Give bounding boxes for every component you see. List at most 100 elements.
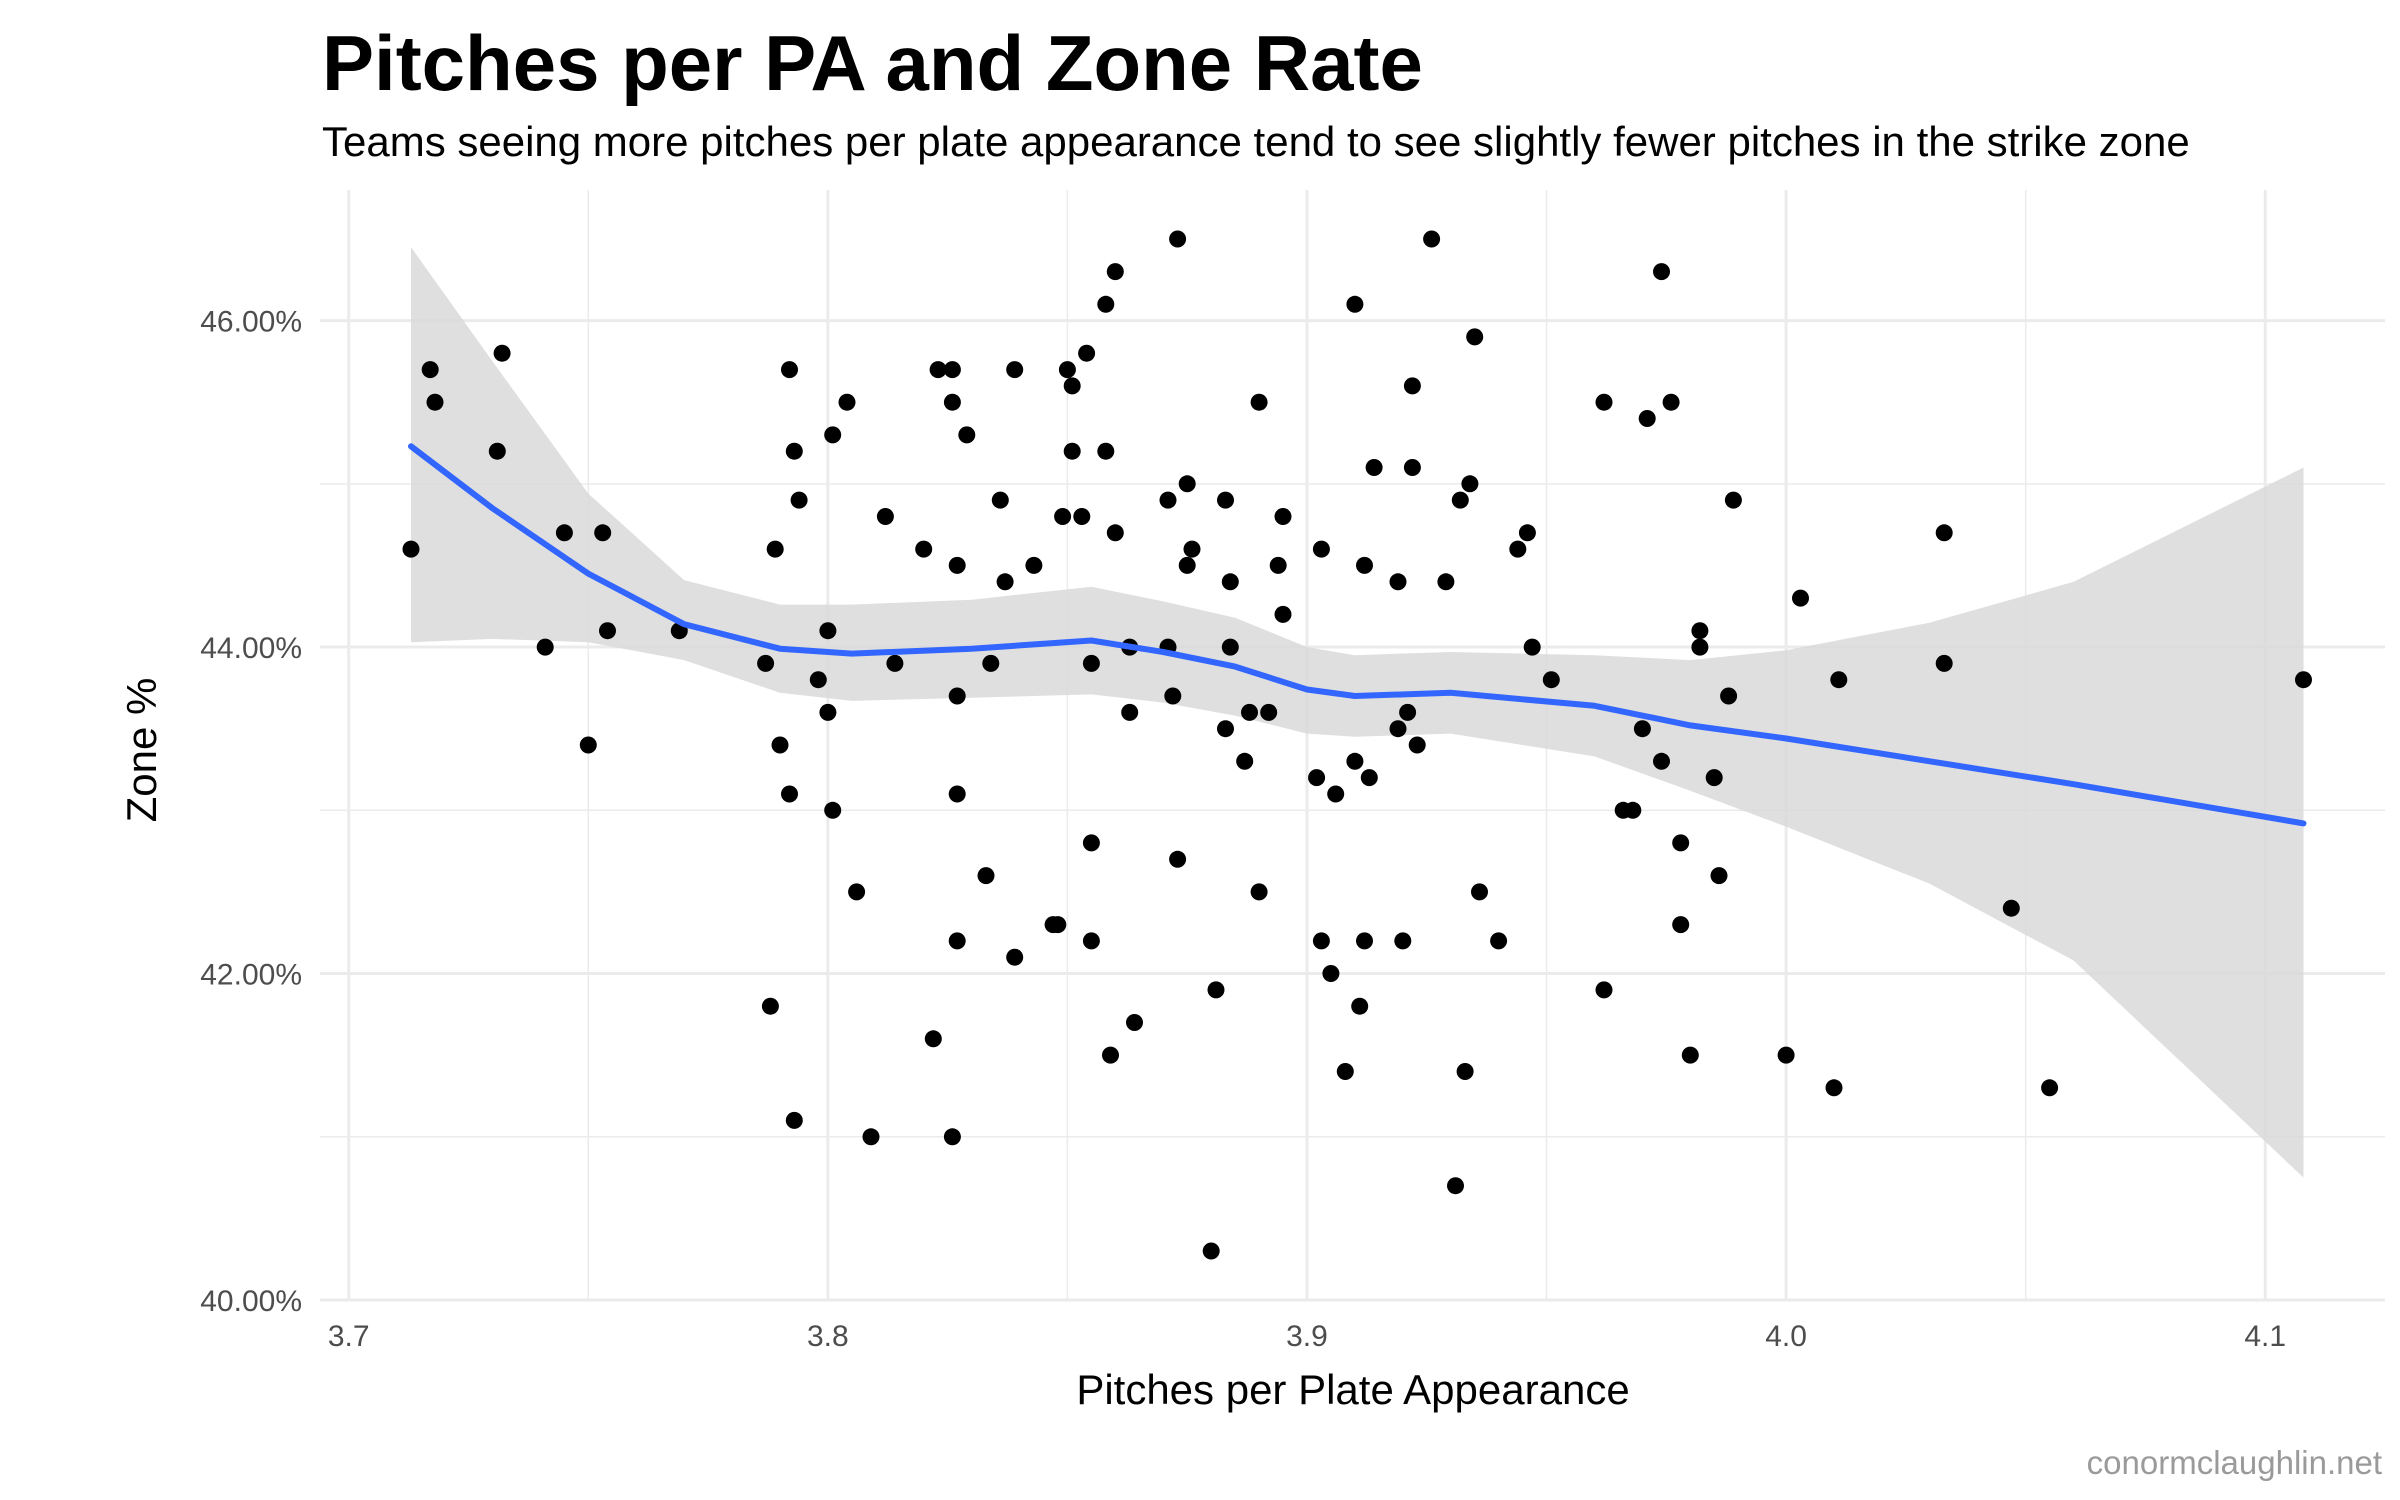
data-point <box>1437 573 1455 591</box>
data-point <box>1389 573 1407 591</box>
x-tick-label: 3.7 <box>328 1320 370 1353</box>
data-point <box>1006 948 1024 966</box>
data-point <box>1830 671 1848 689</box>
data-point <box>785 442 803 460</box>
data-point <box>771 736 789 754</box>
x-tick-label: 3.9 <box>1286 1320 1328 1353</box>
data-point <box>1710 867 1728 885</box>
data-point <box>1595 981 1613 999</box>
data-point <box>915 540 933 558</box>
data-point <box>488 442 506 460</box>
data-point <box>1178 475 1196 493</box>
data-point <box>996 573 1014 591</box>
data-point <box>1399 703 1417 721</box>
data-point <box>1672 834 1690 852</box>
data-point <box>977 867 995 885</box>
data-point <box>1126 1014 1143 1031</box>
data-point <box>2002 899 2020 917</box>
data-point <box>1365 459 1383 476</box>
data-point <box>1082 932 1100 950</box>
confidence-band <box>411 247 2304 1178</box>
y-tick-label: 40.00% <box>200 1285 302 1318</box>
data-point <box>1681 1046 1699 1064</box>
data-point <box>1274 508 1292 525</box>
data-point <box>1097 295 1115 313</box>
data-point <box>1935 524 1953 542</box>
chart-caption: conormclaughlin.net <box>2086 1444 2382 1481</box>
data-point <box>1523 638 1541 656</box>
x-tick-label: 4.0 <box>1765 1320 1807 1353</box>
data-point <box>824 426 842 444</box>
data-point <box>785 1111 803 1129</box>
data-point <box>1408 736 1426 754</box>
data-point <box>1662 393 1680 411</box>
data-point <box>579 736 597 754</box>
data-point <box>838 393 856 411</box>
data-point <box>1274 605 1292 623</box>
data-point <box>1935 654 1953 672</box>
data-point <box>948 785 966 803</box>
data-point <box>1466 328 1484 346</box>
data-point <box>1221 573 1239 591</box>
data-point <box>1169 230 1187 248</box>
data-point <box>2295 671 2312 689</box>
data-point <box>876 508 894 525</box>
data-point <box>1121 703 1139 721</box>
trend-line-layer <box>408 443 2307 827</box>
x-axis-title: Pitches per Plate Appearance <box>1076 1366 1629 1413</box>
data-point <box>1327 785 1345 803</box>
data-point <box>943 1128 961 1146</box>
data-point <box>1456 1063 1474 1080</box>
y-tick-label: 42.00% <box>200 959 302 992</box>
data-point <box>1595 393 1613 411</box>
data-point <box>1250 883 1268 901</box>
data-point <box>1269 556 1287 574</box>
data-point <box>1082 834 1100 852</box>
data-point <box>848 883 866 901</box>
data-point <box>1356 556 1373 574</box>
data-point <box>1451 491 1469 509</box>
data-point <box>862 1128 880 1146</box>
data-point <box>1518 524 1536 542</box>
data-point <box>761 997 779 1015</box>
data-point <box>943 393 961 411</box>
data-point <box>1724 491 1742 509</box>
data-point <box>1777 1046 1795 1064</box>
data-point <box>1006 361 1024 379</box>
data-point <box>1308 769 1326 787</box>
confidence-band-layer <box>411 247 2304 1178</box>
data-point <box>1346 752 1364 770</box>
data-point <box>536 638 554 656</box>
data-point <box>1106 524 1124 542</box>
data-point <box>982 654 1000 672</box>
data-point <box>886 654 904 672</box>
y-axis-ticks: 40.00% 42.00% 44.00% 46.00% <box>200 306 302 1318</box>
data-point <box>1106 263 1124 281</box>
data-point <box>1312 540 1330 558</box>
data-point <box>958 426 976 444</box>
data-point <box>943 361 961 379</box>
data-point <box>1336 1063 1354 1080</box>
data-point <box>1351 997 1369 1015</box>
data-point <box>819 622 837 640</box>
data-point <box>402 540 420 558</box>
data-point <box>1082 654 1100 672</box>
data-point <box>809 671 827 689</box>
data-point <box>1207 981 1225 999</box>
data-point <box>948 687 966 705</box>
data-point <box>1159 491 1177 509</box>
data-point <box>1236 752 1254 770</box>
x-axis-ticks: 3.7 3.8 3.9 4.0 4.1 <box>328 1320 2286 1353</box>
data-point <box>493 344 511 362</box>
data-point <box>1509 540 1527 558</box>
data-point <box>1360 769 1378 787</box>
data-point <box>1542 671 1560 689</box>
data-point <box>1073 508 1091 525</box>
data-point <box>1638 410 1656 427</box>
data-point <box>1049 916 1067 934</box>
y-axis-title: Zone % <box>118 678 165 823</box>
data-point <box>2041 1079 2059 1097</box>
data-point <box>1260 703 1278 721</box>
chart-title: Pitches per PA and Zone Rate <box>322 19 1423 107</box>
data-point <box>1624 801 1642 819</box>
